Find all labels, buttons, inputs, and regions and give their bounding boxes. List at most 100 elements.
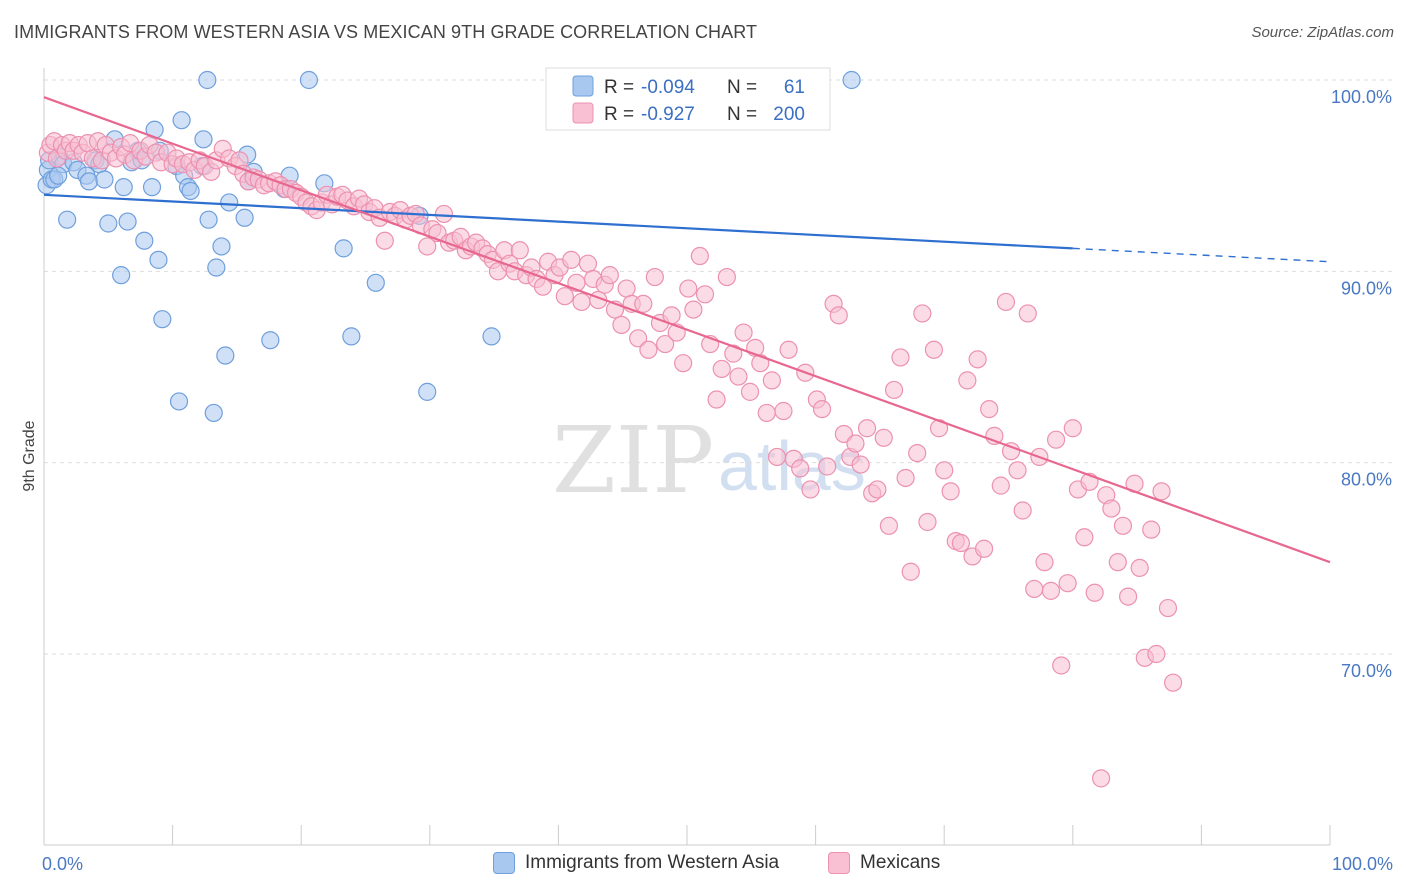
mexicans-point (629, 329, 648, 348)
legend-item-mexicans[interactable]: Mexicans (828, 852, 940, 874)
legend-swatch-pink (828, 852, 850, 874)
mexicans-point (980, 399, 999, 419)
mexicans-point (1075, 528, 1094, 547)
western-asia-point (118, 212, 137, 231)
mexicans-point (645, 267, 664, 287)
y-tick-label-90: 90.0% (1341, 278, 1392, 298)
western-asia-point (172, 111, 191, 130)
mexicans-point (874, 428, 893, 447)
mexicans-point (418, 237, 437, 256)
mexicans-point (1118, 587, 1138, 606)
mexicans-point (829, 306, 848, 325)
mexicans-point (1130, 558, 1149, 578)
mexicans-point (690, 246, 709, 266)
legend-item-western-asia[interactable]: Immigrants from Western Asia (493, 852, 779, 874)
western-asia-point (482, 327, 501, 346)
mexicans-point (674, 354, 693, 373)
mexicans-point (578, 254, 598, 273)
mexicans-point (724, 344, 743, 363)
stats-legend-blue-swatch (572, 75, 594, 97)
mexicans-point (695, 285, 715, 304)
y-axis-title: 9th Grade (21, 420, 38, 491)
mexicans-point (729, 367, 748, 386)
mexicans-point (1035, 553, 1054, 572)
western-asia-point (181, 181, 200, 201)
mexicans-point (908, 444, 927, 463)
western-asia-point (79, 172, 99, 191)
stats-legend: R = -0.094 N = 61 R = -0.927 N = 200 (545, 67, 831, 131)
legend-label-western-asia: Immigrants from Western Asia (525, 852, 780, 873)
mexicans-point (1091, 769, 1111, 788)
mexicans-point (1058, 574, 1077, 593)
western-asia-point (216, 346, 235, 365)
trend-line-western-asia (43, 193, 1073, 250)
mexicans-point (434, 204, 454, 224)
mexicans-point (740, 382, 760, 401)
western-asia-point (366, 273, 385, 292)
mexicans-point (1063, 419, 1082, 438)
western-asia-point (99, 214, 118, 233)
western-asia-point (142, 178, 162, 197)
mexicans-point (968, 350, 987, 369)
mexicans-point (600, 266, 619, 285)
mexicans-point (896, 468, 915, 488)
western-asia-point (169, 392, 189, 411)
western-asia-point (342, 327, 361, 346)
mexicans-point (656, 334, 675, 354)
mexicans-point (901, 562, 920, 581)
mexicans-point (1152, 482, 1171, 501)
mexicans-point (941, 482, 960, 501)
western-asia-point (194, 130, 213, 149)
mexicans-point (774, 401, 793, 421)
mexicans-point (562, 250, 581, 269)
x-tick-label-100: 100.0% (1332, 854, 1393, 874)
mexicans-point (958, 371, 977, 390)
western-asia-point (198, 70, 217, 90)
mexicans-point (1108, 553, 1127, 572)
mexicans-point (712, 359, 731, 379)
mexicans-point (734, 323, 753, 342)
y-tick-label-100: 100.0% (1331, 87, 1392, 107)
mexicans-point (707, 390, 726, 409)
mexicans-point (851, 455, 870, 474)
mexicans-point (868, 480, 887, 499)
y-tick-label-70: 70.0% (1341, 661, 1392, 681)
western-asia-point (204, 403, 223, 423)
western-asia-point (58, 210, 77, 229)
mexicans-point (639, 340, 658, 359)
mexicans-point (1102, 499, 1121, 518)
x-tick-label-0: 0.0% (42, 854, 83, 874)
stats-n-label-2: N = (727, 104, 757, 125)
western-asia-point (207, 258, 226, 277)
watermark-zip: ZIP (552, 407, 714, 514)
mexicans-point (913, 304, 932, 323)
stats-n-value-2: 200 (773, 104, 805, 125)
stats-n-value-1: 61 (784, 77, 805, 98)
western-asia-point (112, 266, 131, 285)
mexicans-point (634, 294, 653, 313)
mexicans-point (791, 459, 810, 478)
mexicans-point (857, 419, 877, 438)
mexicans-point (762, 371, 781, 390)
mexicans-point (1018, 304, 1037, 323)
mexicans-point (1158, 598, 1178, 618)
mexicans-point (1046, 430, 1066, 449)
mexicans-point (1052, 656, 1071, 675)
y-tick-label-80: 80.0% (1341, 470, 1392, 490)
mexicans-point (751, 354, 770, 373)
western-asia-point (149, 250, 168, 269)
mexicans-point (617, 279, 636, 298)
mexicans-point (891, 348, 910, 367)
mexicans-point (757, 403, 776, 423)
mexicans-point (884, 380, 904, 400)
mexicans-point (924, 340, 944, 359)
chart-title: IMMIGRANTS FROM WESTERN ASIA VS MEXICAN … (14, 22, 758, 42)
western-asia-point (418, 382, 437, 401)
mexicans-point (612, 315, 631, 335)
mexicans-point (1008, 461, 1027, 480)
mexicans-point (555, 287, 574, 306)
western-asia-point (199, 210, 218, 229)
mexicans-point (572, 292, 591, 312)
western-asia-point (842, 70, 861, 90)
mexicans-point (991, 476, 1010, 495)
